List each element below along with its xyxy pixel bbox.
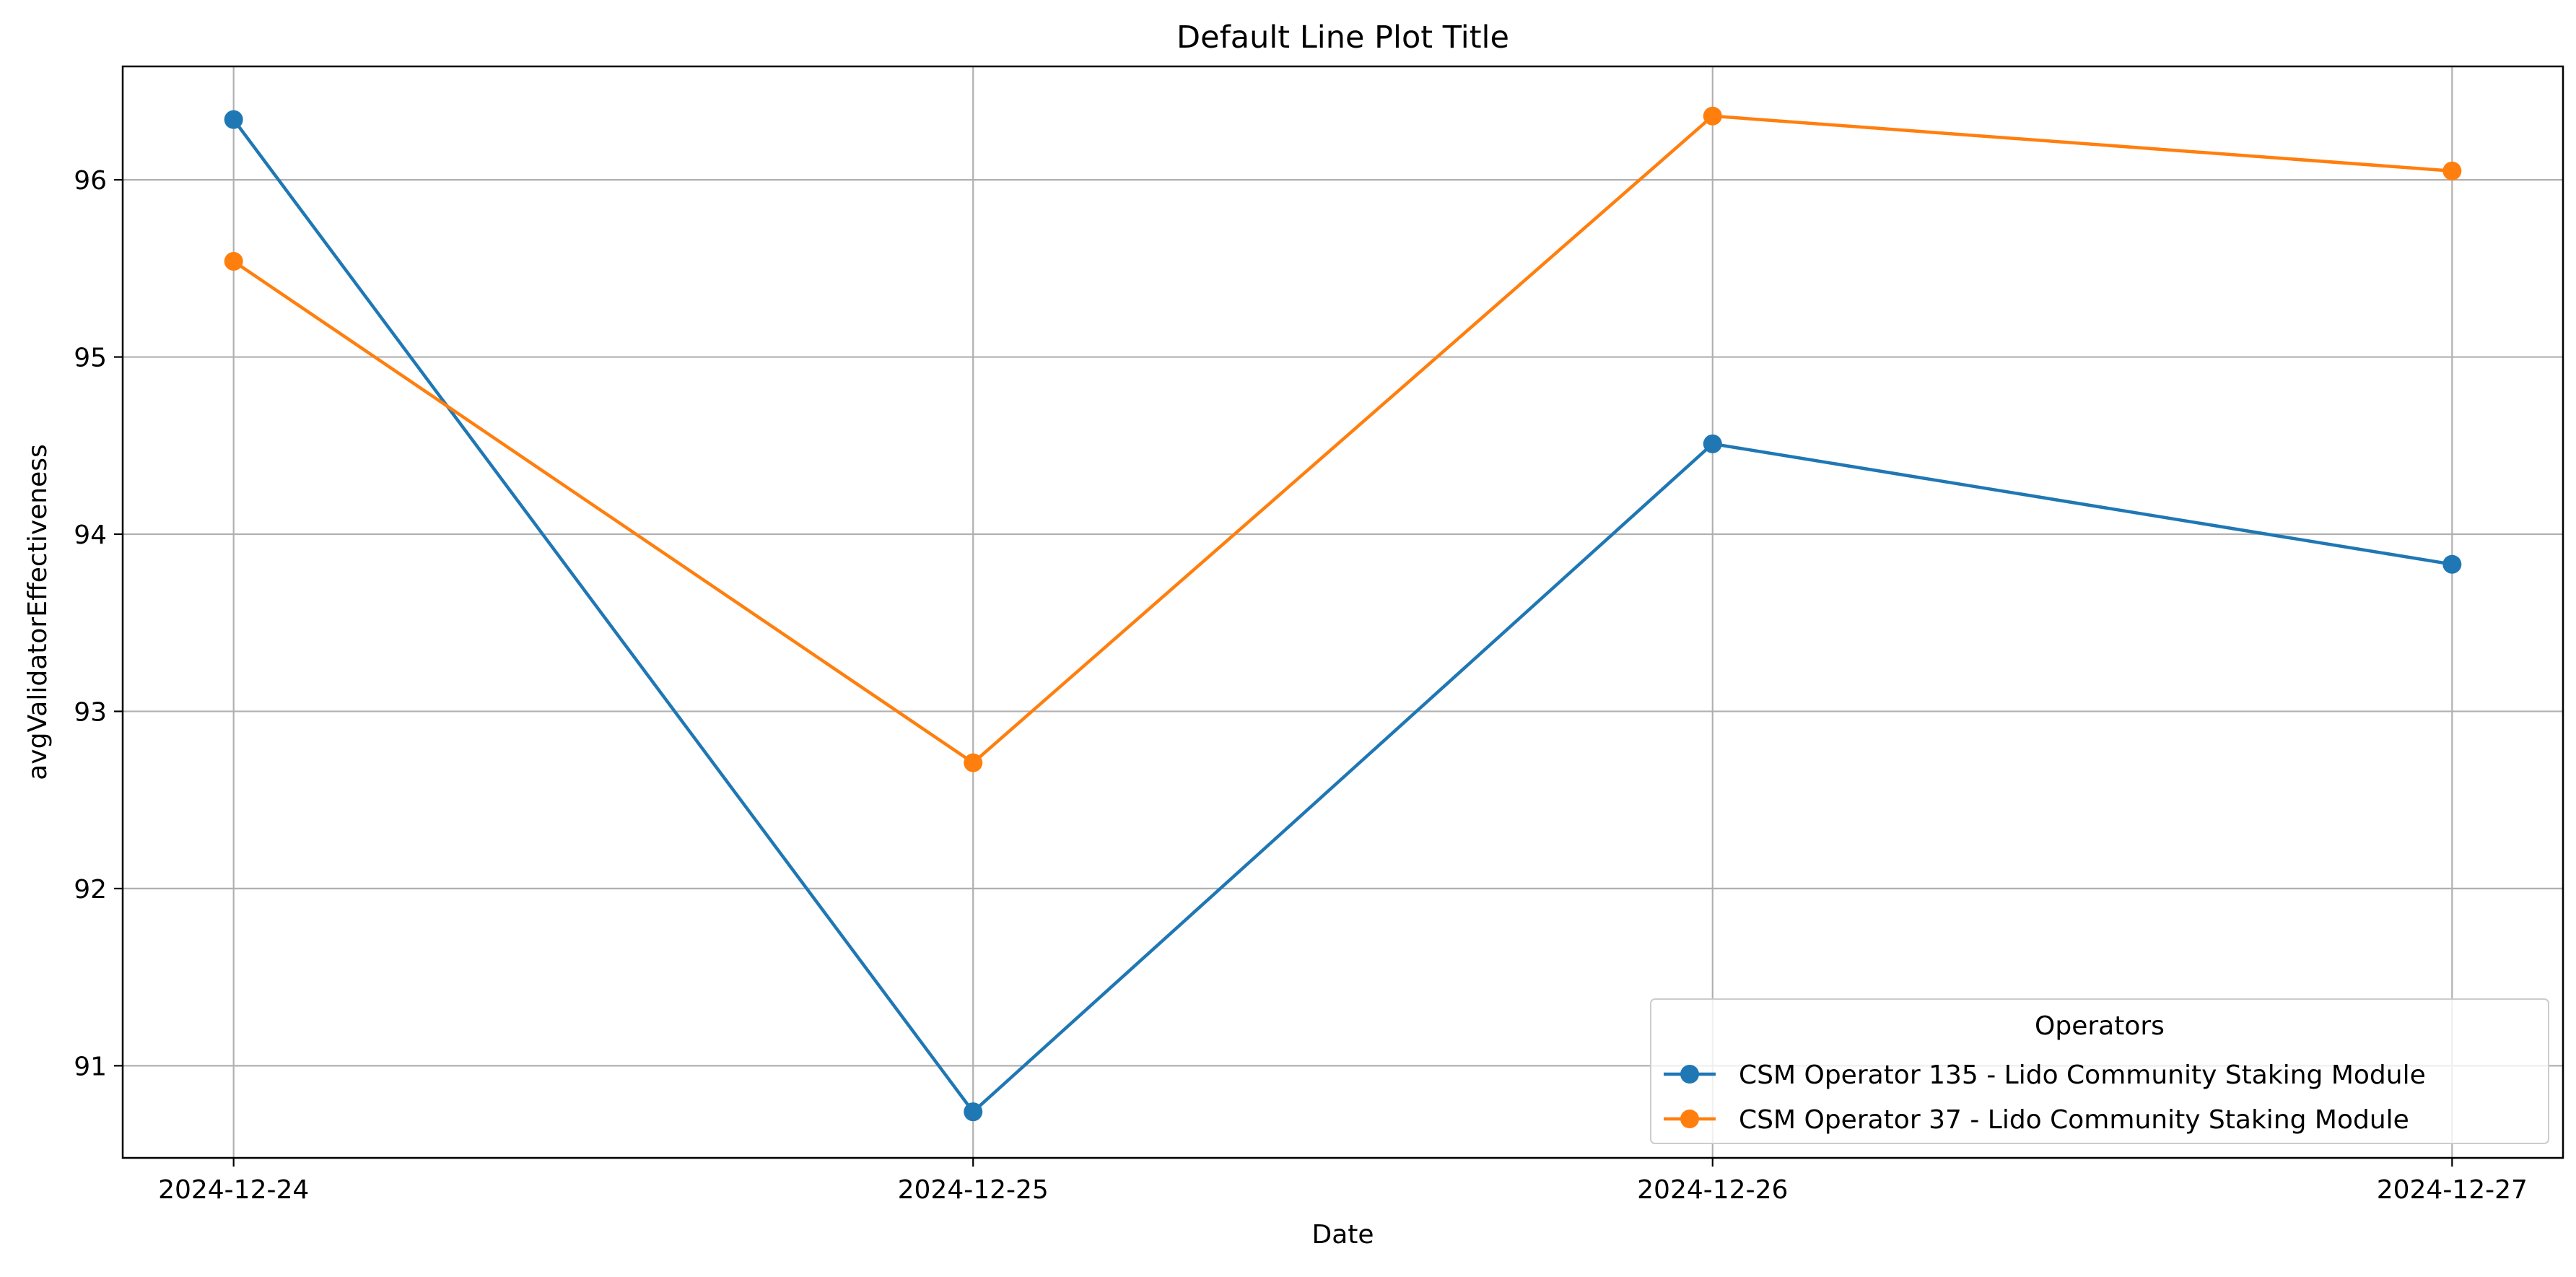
chart-title: Default Line Plot Title [1176, 19, 1509, 56]
legend-item: CSM Operator 37 - Lido Community Staking… [1664, 1105, 2409, 1135]
legend: Operators CSM Operator 135 - Lido Commun… [1650, 998, 2549, 1144]
y-tick-label: 93 [74, 697, 107, 727]
legend-title: Operators [2035, 1011, 2165, 1041]
data-point [2442, 554, 2462, 574]
y-tick-label: 92 [74, 875, 107, 905]
x-axis-ticks: 2024-12-24 2024-12-25 2024-12-26 2024-12-27 [158, 1158, 2528, 1205]
y-axis-ticks: 91 92 93 94 95 96 [74, 166, 123, 1081]
legend-marker [1680, 1065, 1699, 1084]
data-point [1703, 106, 1722, 126]
x-tick-label: 2024-12-25 [898, 1175, 1049, 1205]
y-axis-label: avgValidatorEffectiveness [23, 444, 53, 780]
legend-label: CSM Operator 135 - Lido Community Stakin… [1739, 1060, 2426, 1090]
series-layer [224, 106, 2462, 1122]
y-tick-label: 94 [74, 520, 107, 550]
data-point [2442, 161, 2462, 180]
legend-box [1650, 998, 2549, 1144]
legend-item: CSM Operator 135 - Lido Community Stakin… [1664, 1060, 2426, 1090]
y-tick-label: 91 [74, 1052, 107, 1081]
x-axis-label: Date [1311, 1220, 1374, 1250]
data-point [964, 753, 983, 772]
y-tick-label: 95 [74, 344, 107, 373]
data-point [1703, 434, 1722, 453]
series-line [231, 117, 2454, 1114]
x-tick-label: 2024-12-27 [2377, 1175, 2528, 1205]
data-point [224, 110, 243, 129]
data-point [964, 1102, 983, 1122]
grid-lines [123, 66, 2563, 1158]
y-tick-label: 96 [74, 166, 107, 196]
legend-label: CSM Operator 37 - Lido Community Staking… [1739, 1105, 2409, 1135]
legend-marker [1680, 1110, 1699, 1128]
series-1 [224, 110, 2462, 1122]
data-point [224, 252, 243, 271]
legend-items: CSM Operator 135 - Lido Community Stakin… [1664, 1060, 2426, 1135]
x-tick-label: 2024-12-24 [158, 1175, 309, 1205]
plot-frame [121, 65, 2564, 1159]
series-2 [224, 106, 2462, 772]
series-line [231, 114, 2454, 764]
x-tick-label: 2024-12-26 [1637, 1175, 1788, 1205]
